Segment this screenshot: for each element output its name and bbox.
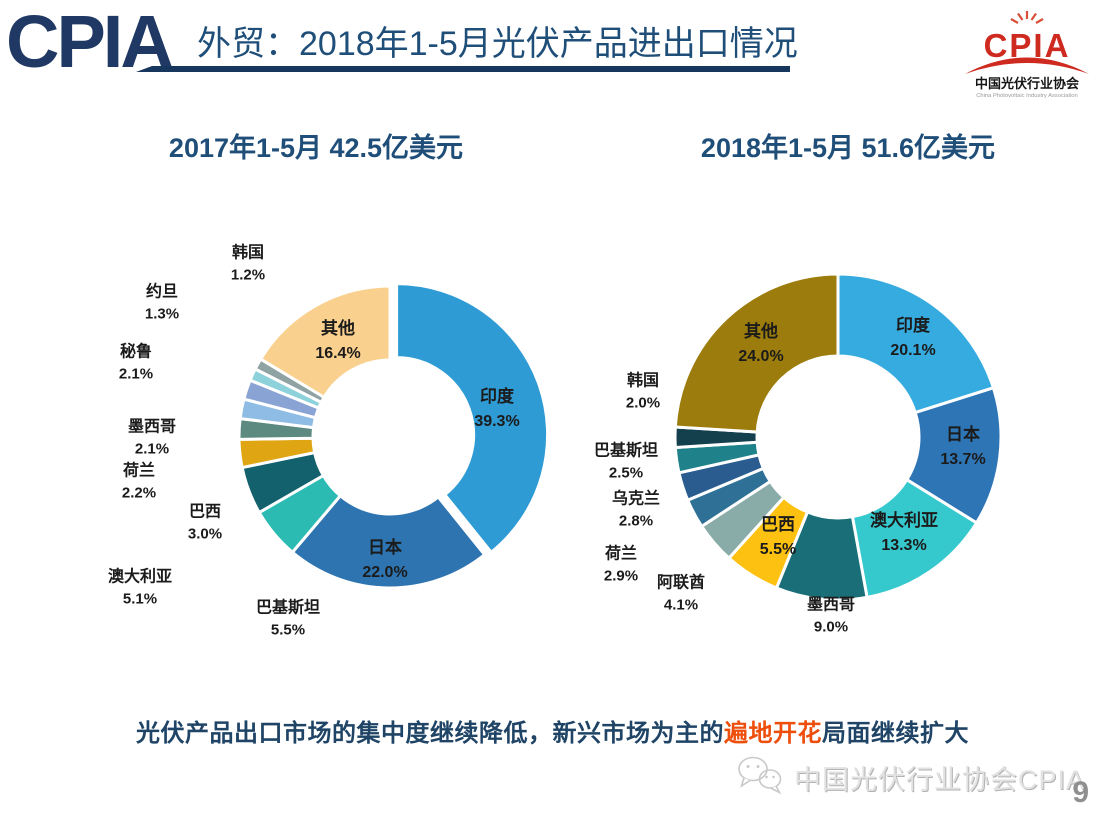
slice-label: 乌克兰 2.8% <box>612 488 660 533</box>
donut-slice <box>238 397 318 430</box>
slice-label-name: 其他 <box>744 322 778 342</box>
slice-label: 印度 20.1% <box>890 314 935 362</box>
slice-label-value: 1.2% <box>230 266 266 284</box>
slice-label: 阿联酋 4.1% <box>657 572 705 617</box>
donut-slice <box>237 416 316 441</box>
slice-label-value: 2.1% <box>118 365 154 383</box>
slice-label: 其他 24.0% <box>738 320 783 368</box>
slice-label-value: 20.1% <box>890 341 936 359</box>
slice-label-value: 1.3% <box>144 305 180 323</box>
slice-label: 日本 22.0% <box>362 536 407 584</box>
slice-label-name: 墨西哥 <box>806 596 856 614</box>
slice-label-name: 巴西 <box>188 503 222 521</box>
cpia-logo: CPIA 中国光伏行业协会 China Photovoltaic Industr… <box>958 10 1096 100</box>
slice-label-name: 墨西哥 <box>127 418 177 436</box>
slice-label: 韩国 1.2% <box>231 242 265 287</box>
slice-label-name: 荷兰 <box>122 462 156 480</box>
slice-label-name: 巴西 <box>761 515 795 535</box>
slice-label-value: 24.0% <box>738 347 784 365</box>
footer-highlight: 遍地开花 <box>724 720 822 747</box>
slice-label: 澳大利亚 13.3% <box>870 509 938 557</box>
slice-label: 约旦 1.3% <box>145 281 179 326</box>
slice-label-value: 39.3% <box>474 412 520 430</box>
logo-org-name-cn: 中国光伏行业协会 <box>975 76 1080 91</box>
donut-slice <box>253 356 327 405</box>
slice-label-value: 16.4% <box>315 344 361 362</box>
donut-slice <box>242 378 321 420</box>
page-number: 9 <box>1072 776 1089 809</box>
slice-label: 其他 16.4% <box>315 317 360 365</box>
slice-label: 韩国 2.0% <box>626 370 660 415</box>
slice-label: 印度 39.3% <box>474 385 519 433</box>
wechat-icon <box>735 754 785 801</box>
slice-label-value: 5.5% <box>270 621 306 639</box>
slice-label-value: 2.0% <box>625 394 661 412</box>
donut-slice <box>240 450 326 515</box>
watermark: 中国光伏行业协会CPIA <box>735 754 1085 801</box>
slice-label: 巴西 5.5% <box>760 513 796 561</box>
slice-label-value: 22.0% <box>362 563 408 581</box>
slice-label-value: 2.2% <box>121 484 157 502</box>
footer-text-pre: 光伏产品出口市场的集中度继续降低，新兴市场为主的 <box>136 720 724 747</box>
slice-label: 墨西哥 2.1% <box>128 416 176 461</box>
slice-label-name: 荷兰 <box>604 545 638 563</box>
slice-label-value: 5.1% <box>122 590 158 608</box>
donut-slice <box>673 425 759 450</box>
footer-text-post: 局面继续扩大 <box>822 720 969 747</box>
donut-slice <box>677 453 766 503</box>
slice-label-name: 巴基斯坦 <box>593 442 659 460</box>
footer-statement: 光伏产品出口市场的集中度继续降低，新兴市场为主的遍地开花局面继续扩大 <box>0 713 1105 748</box>
slice-label-value: 5.5% <box>759 540 797 558</box>
slice-label-name: 韩国 <box>626 372 660 390</box>
slice-label-value: 2.5% <box>608 464 644 482</box>
slice-label-name: 印度 <box>480 387 514 407</box>
slice-label-name: 阿联酋 <box>656 574 706 592</box>
donut-slice <box>237 436 317 470</box>
slice-label: 荷兰 2.2% <box>122 460 156 505</box>
logo-org-name-en: China Photovoltaic Industry Association <box>976 93 1078 99</box>
slice-label-value: 2.9% <box>603 567 639 585</box>
slice-label-value: 4.1% <box>663 596 699 614</box>
slice-label-value: 9.0% <box>813 618 849 636</box>
slice-label-name: 韩国 <box>231 244 265 262</box>
slice-label-name: 印度 <box>896 316 930 336</box>
donut-slice <box>673 440 761 475</box>
slice-label: 澳大利亚 5.1% <box>108 566 172 611</box>
slice-label: 秘鲁 2.1% <box>119 341 153 386</box>
slice-label: 巴西 3.0% <box>188 501 222 546</box>
slice-label-name: 澳大利亚 <box>107 568 173 586</box>
title-underline <box>136 66 790 72</box>
slice-label-name: 巴基斯坦 <box>255 599 321 617</box>
page-title: 外贸：2018年1-5月光伏产品进出口情况 <box>197 25 798 63</box>
slice-label-name: 秘鲁 <box>119 343 153 361</box>
slice-label-name: 乌克兰 <box>611 490 661 508</box>
chart-title-2018: 2018年1-5月 51.6亿美元 <box>700 133 996 163</box>
donut-slice <box>248 366 324 410</box>
slice-label: 巴基斯坦 5.5% <box>256 597 320 642</box>
slice-label-value: 2.8% <box>618 512 654 530</box>
donut-slice <box>257 473 343 555</box>
logo-swoosh <box>965 57 1089 74</box>
slice-label-name: 日本 <box>368 538 402 558</box>
slice-label-value: 2.1% <box>134 440 170 458</box>
slice-label-name: 澳大利亚 <box>870 511 938 531</box>
donut-slice <box>395 282 550 555</box>
slice-label-value: 3.0% <box>187 525 223 543</box>
watermark-text: 中国光伏行业协会CPIA <box>794 765 1086 795</box>
slice-label: 巴基斯坦 2.5% <box>594 440 658 485</box>
slice-label-name: 其他 <box>321 319 355 339</box>
slice-label: 日本 13.7% <box>940 423 985 471</box>
donut-slice <box>685 466 773 529</box>
slice-label: 荷兰 2.9% <box>604 543 638 588</box>
slice-label-value: 13.7% <box>940 450 986 468</box>
chart-title-2017: 2017年1-5月 42.5亿美元 <box>168 133 464 163</box>
slice-label-value: 13.3% <box>881 536 927 554</box>
sunburst-icon <box>1010 11 1044 24</box>
slice-label-name: 约旦 <box>145 283 179 301</box>
slice-label: 墨西哥 9.0% <box>807 594 855 639</box>
slice-label-name: 日本 <box>946 425 980 445</box>
